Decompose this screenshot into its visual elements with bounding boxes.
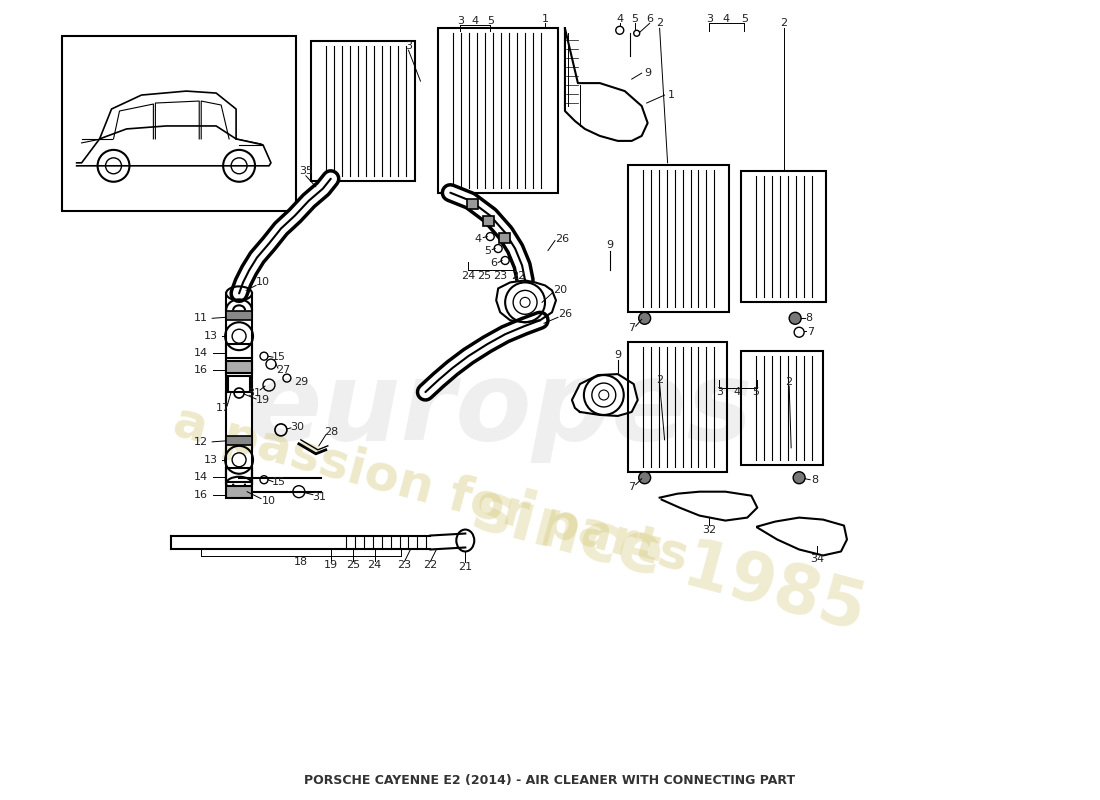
Circle shape [793,472,805,484]
Text: 3: 3 [456,16,464,26]
Text: 4: 4 [475,234,482,243]
Bar [741,170,826,302]
Text: 2: 2 [785,377,793,387]
Bar [311,42,416,181]
Text: 5: 5 [751,387,759,397]
Text: 15: 15 [272,352,286,362]
Text: 23: 23 [493,271,507,282]
Text: 25: 25 [477,271,492,282]
Bar [227,486,252,498]
Text: 6: 6 [491,258,497,269]
Text: a passion for parts: a passion for parts [167,398,693,582]
Text: 16: 16 [195,365,208,375]
Text: 14: 14 [195,348,208,358]
Text: since 1985: since 1985 [466,475,873,643]
Text: 8: 8 [812,474,818,485]
Text: 7: 7 [628,482,636,492]
Text: 25: 25 [345,561,360,570]
Text: 19: 19 [323,561,338,570]
Text: 1: 1 [541,14,549,24]
Text: 4: 4 [723,14,730,24]
Bar [468,198,478,209]
Bar [227,361,252,373]
Text: 9: 9 [614,350,622,360]
Text: 28: 28 [323,427,338,437]
Text: 11: 11 [195,314,208,323]
Text: 2: 2 [656,375,663,385]
Text: 26: 26 [554,234,569,243]
Text: 15: 15 [272,477,286,486]
Text: 2: 2 [781,18,788,28]
Polygon shape [572,374,638,416]
Text: 22: 22 [424,561,438,570]
Text: PORSCHE CAYENNE E2 (2014) - AIR CLEANER WITH CONNECTING PART: PORSCHE CAYENNE E2 (2014) - AIR CLEANER … [305,774,795,786]
Circle shape [639,472,650,484]
Text: 5: 5 [486,16,494,26]
Text: 9: 9 [606,239,614,250]
Circle shape [789,312,801,324]
Text: 24: 24 [367,561,382,570]
Text: 27: 27 [276,365,290,375]
Text: 8: 8 [805,314,813,323]
Text: 5: 5 [484,246,491,255]
Bar [227,436,252,445]
Text: 5: 5 [631,14,638,24]
Polygon shape [660,492,757,521]
Bar [628,165,729,312]
Text: 34: 34 [810,554,824,565]
Text: 3: 3 [716,387,723,397]
Text: 26: 26 [558,310,572,319]
Text: 4: 4 [616,14,624,24]
Text: 10: 10 [256,278,270,287]
Text: 18: 18 [294,558,308,567]
Text: 22: 22 [512,271,525,282]
Text: 23: 23 [397,561,411,570]
Polygon shape [757,518,847,555]
Text: 6: 6 [646,14,653,24]
Text: 9: 9 [645,68,651,78]
Text: 13: 13 [205,454,218,465]
Text: 31: 31 [248,388,261,398]
Polygon shape [565,28,648,141]
Bar [741,351,823,465]
Text: 21: 21 [459,562,472,573]
Text: 4: 4 [472,16,478,26]
Text: 24: 24 [461,271,475,282]
Text: 30: 30 [290,422,304,432]
Text: 32: 32 [703,525,716,534]
Text: 17: 17 [216,403,230,413]
Bar [227,311,252,320]
Bar [227,344,252,358]
Text: 14: 14 [195,472,208,482]
Bar [228,376,250,392]
Text: 4: 4 [734,387,741,397]
Text: 16: 16 [195,490,208,500]
Bar [483,216,494,226]
Text: 3: 3 [706,14,713,24]
Text: 10: 10 [262,496,276,506]
Polygon shape [496,281,556,322]
Text: 31: 31 [311,492,326,502]
Bar [499,233,510,242]
Text: 7: 7 [807,327,815,338]
Bar [439,28,558,193]
Text: 19: 19 [256,395,271,405]
Text: 13: 13 [205,331,218,342]
Bar [62,36,296,210]
Text: 7: 7 [628,323,636,334]
Text: 29: 29 [294,377,308,387]
Text: 12: 12 [195,437,208,447]
Text: 3: 3 [405,42,412,51]
Text: 5: 5 [740,14,748,24]
Circle shape [639,312,650,324]
Text: 20: 20 [553,286,566,295]
Bar [227,468,252,482]
Text: europes: europes [246,357,754,463]
Text: 1: 1 [668,90,675,100]
Text: 2: 2 [656,18,663,28]
Text: 35: 35 [299,166,312,176]
Bar [628,342,727,472]
